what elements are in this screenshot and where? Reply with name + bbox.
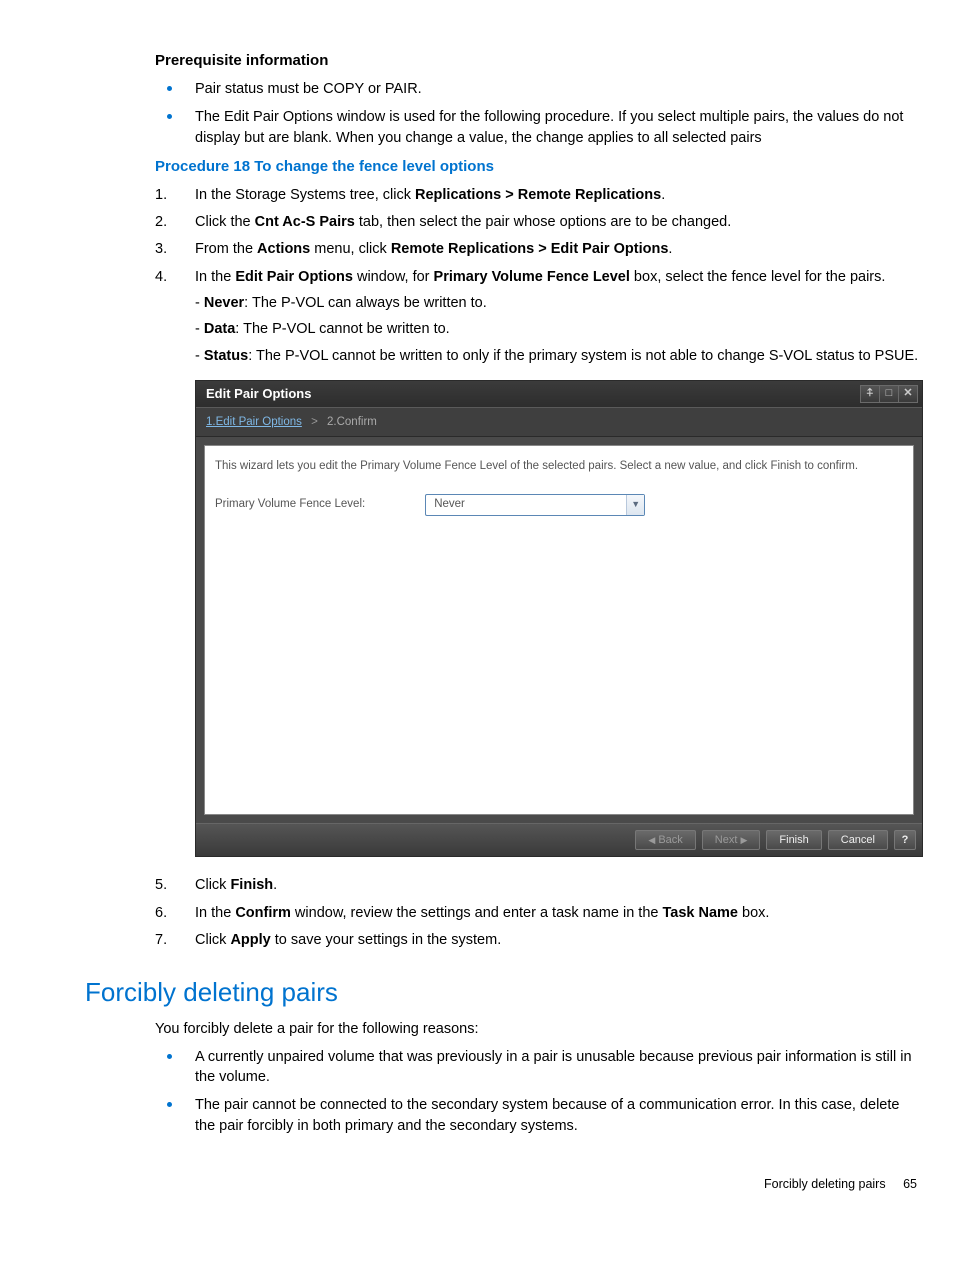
dialog-description: This wizard lets you edit the Primary Vo…	[215, 458, 903, 475]
reasons-list: A currently unpaired volume that was pre…	[155, 1047, 919, 1136]
triangle-left-icon: ◀	[648, 834, 655, 847]
text: Click	[195, 877, 230, 893]
list-item: A currently unpaired volume that was pre…	[155, 1047, 919, 1088]
bold: Confirm	[235, 905, 291, 921]
bold: Primary Volume Fence Level	[434, 269, 630, 285]
bold: Task Name	[662, 905, 738, 921]
prereq-heading: Prerequisite information	[155, 50, 919, 71]
sub-status: - Status: The P-VOL cannot be written to…	[195, 346, 919, 366]
text: window, review the settings and enter a …	[291, 905, 663, 921]
text: From the	[195, 241, 257, 257]
text: : The P-VOL can always be written to.	[244, 295, 487, 311]
step-6: In the Confirm window, review the settin…	[155, 903, 919, 923]
text: : The P-VOL cannot be written to only if…	[248, 348, 918, 364]
window-controls: ⍏ □ ✕	[861, 385, 918, 403]
next-button[interactable]: Next ▶	[702, 830, 761, 850]
text: -	[195, 321, 204, 337]
text: tab, then select the pair whose options …	[355, 214, 731, 230]
edit-pair-options-dialog: Edit Pair Options ⍏ □ ✕ 1.Edit Pair Opti…	[195, 380, 923, 857]
breadcrumb-step-2: 2.Confirm	[327, 416, 377, 428]
sub-data: - Data: The P-VOL cannot be written to.	[195, 319, 919, 339]
dialog-body: This wizard lets you edit the Primary Vo…	[204, 445, 914, 815]
bold: Actions	[257, 241, 310, 257]
pin-window-icon[interactable]: ⍏	[860, 385, 880, 403]
wizard-breadcrumb: 1.Edit Pair Options > 2.Confirm	[196, 407, 922, 437]
cancel-button[interactable]: Cancel	[828, 830, 888, 850]
fence-level-row: Primary Volume Fence Level: Never ▼	[215, 494, 903, 516]
help-button[interactable]: ?	[894, 830, 916, 850]
text: to save your settings in the system.	[271, 932, 502, 948]
prereq-list: Pair status must be COPY or PAIR. The Ed…	[155, 79, 919, 148]
breadcrumb-sep: >	[311, 416, 318, 428]
bold: Remote Replications > Edit Pair Options	[391, 241, 669, 257]
text: .	[273, 877, 277, 893]
dialog-footer: ◀ Back Next ▶ Finish Cancel ?	[196, 823, 922, 856]
next-label: Next	[715, 833, 738, 848]
step-4: In the Edit Pair Options window, for Pri…	[155, 267, 919, 366]
sub-never: - Never: The P-VOL can always be written…	[195, 293, 919, 313]
text: Click the	[195, 214, 255, 230]
section-intro: You forcibly delete a pair for the follo…	[155, 1019, 919, 1039]
breadcrumb-step-1[interactable]: 1.Edit Pair Options	[206, 416, 302, 428]
chevron-down-icon[interactable]: ▼	[626, 495, 644, 515]
bold: Apply	[230, 932, 270, 948]
bold: Status	[204, 348, 248, 364]
procedure-heading: Procedure 18 To change the fence level o…	[155, 156, 919, 177]
fence-level-select[interactable]: Never ▼	[425, 494, 645, 516]
list-item: The pair cannot be connected to the seco…	[155, 1095, 919, 1136]
text: In the	[195, 905, 235, 921]
page-footer: Forcibly deleting pairs 65	[85, 1176, 919, 1194]
procedure-steps: In the Storage Systems tree, click Repli…	[155, 185, 919, 366]
bold: Cnt Ac-S Pairs	[255, 214, 355, 230]
text: Click	[195, 932, 230, 948]
dialog-titlebar: Edit Pair Options ⍏ □ ✕	[196, 381, 922, 407]
back-label: Back	[658, 833, 682, 848]
text: .	[661, 187, 665, 203]
bold: Finish	[230, 877, 273, 893]
text: box.	[738, 905, 769, 921]
finish-button[interactable]: Finish	[766, 830, 821, 850]
text: box, select the fence level for the pair…	[630, 269, 886, 285]
bold: Edit Pair Options	[235, 269, 353, 285]
text: .	[668, 241, 672, 257]
triangle-right-icon: ▶	[740, 834, 747, 847]
text: -	[195, 348, 204, 364]
text: In the Storage Systems tree, click	[195, 187, 415, 203]
text: window, for	[353, 269, 434, 285]
dialog-title: Edit Pair Options	[206, 385, 311, 403]
step-3: From the Actions menu, click Remote Repl…	[155, 239, 919, 259]
text: In the	[195, 269, 235, 285]
bold: Replications > Remote Replications	[415, 187, 661, 203]
footer-label: Forcibly deleting pairs	[764, 1177, 886, 1191]
maximize-window-icon[interactable]: □	[879, 385, 899, 403]
fence-level-label: Primary Volume Fence Level:	[215, 496, 365, 512]
text: : The P-VOL cannot be written to.	[235, 321, 449, 337]
section-heading: Forcibly deleting pairs	[85, 974, 919, 1010]
procedure-steps-cont: Click Finish. In the Confirm window, rev…	[155, 875, 919, 950]
step-7: Click Apply to save your settings in the…	[155, 930, 919, 950]
step-2: Click the Cnt Ac-S Pairs tab, then selec…	[155, 212, 919, 232]
step-1: In the Storage Systems tree, click Repli…	[155, 185, 919, 205]
bold: Never	[204, 295, 244, 311]
text: menu, click	[310, 241, 391, 257]
step-5: Click Finish.	[155, 875, 919, 895]
fence-level-value: Never	[434, 496, 465, 512]
page-number: 65	[903, 1177, 917, 1191]
text: -	[195, 295, 204, 311]
bold: Data	[204, 321, 235, 337]
back-button[interactable]: ◀ Back	[635, 830, 695, 850]
list-item: Pair status must be COPY or PAIR.	[155, 79, 919, 99]
list-item: The Edit Pair Options window is used for…	[155, 107, 919, 148]
close-window-icon[interactable]: ✕	[898, 385, 918, 403]
